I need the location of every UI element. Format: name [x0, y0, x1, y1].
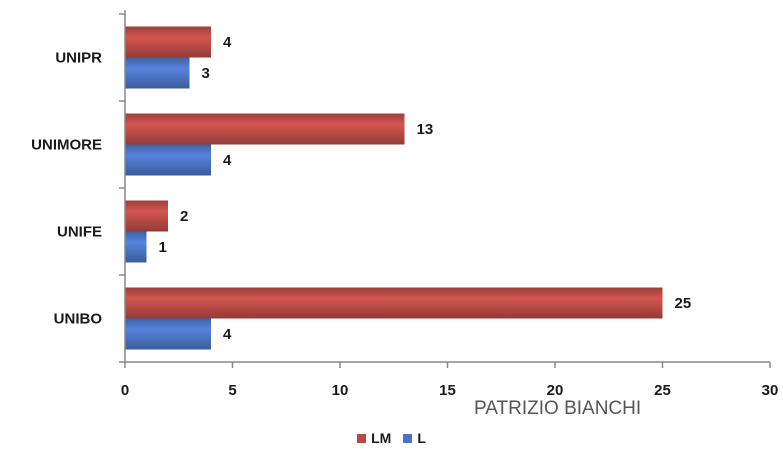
bar-l-unibo [125, 319, 211, 350]
legend-item-l: L [403, 430, 426, 446]
category-label-unimore: UNIMORE [31, 137, 102, 154]
watermark-text: PATRIZIO BIANCHI [474, 398, 641, 420]
bar-lm-unipr [125, 27, 211, 58]
bar-l-unimore [125, 145, 211, 176]
data-label-l-unipr: 3 [202, 65, 210, 82]
bar-l-unipr [125, 58, 190, 89]
data-label-lm-unipr: 4 [223, 34, 232, 51]
x-tick-label-10: 10 [332, 382, 349, 399]
x-tick-label-0: 0 [121, 382, 129, 399]
chart-legend: LM L [0, 430, 783, 446]
x-tick-label-30: 30 [762, 382, 779, 399]
data-label-lm-unimore: 13 [417, 121, 434, 138]
bar-lm-unife [125, 201, 168, 232]
data-label-lm-unife: 2 [180, 208, 188, 225]
category-label-unipr: UNIPR [55, 50, 102, 67]
data-label-l-unimore: 4 [223, 152, 232, 169]
legend-swatch-l [403, 434, 412, 443]
x-tick-label-20: 20 [547, 382, 564, 399]
legend-label-lm: LM [371, 430, 391, 446]
category-label-unife: UNIFE [57, 224, 102, 241]
data-label-l-unibo: 4 [223, 326, 232, 343]
x-tick-label-5: 5 [228, 382, 236, 399]
data-label-lm-unibo: 25 [675, 295, 692, 312]
x-tick-label-25: 25 [654, 382, 671, 399]
bar-l-unife [125, 232, 147, 263]
bar-lm-unimore [125, 114, 405, 145]
x-tick-label-15: 15 [439, 382, 456, 399]
bar-lm-unibo [125, 288, 663, 319]
legend-item-lm: LM [357, 430, 391, 446]
data-label-l-unife: 1 [159, 239, 167, 256]
category-label-unibo: UNIBO [54, 311, 103, 328]
legend-label-l: L [417, 430, 426, 446]
legend-swatch-lm [357, 434, 366, 443]
